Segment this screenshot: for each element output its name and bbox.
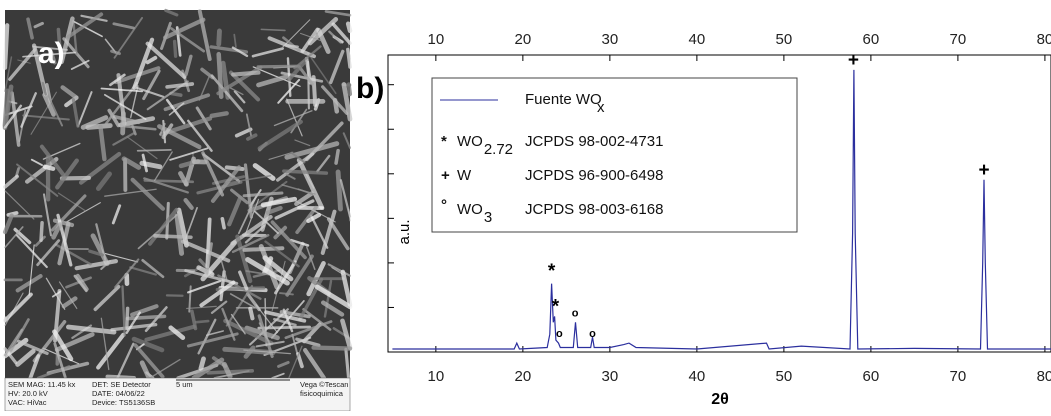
legend-subscript: x xyxy=(597,99,605,116)
legend-formula: WO xyxy=(457,133,483,150)
peak-marker: + xyxy=(978,160,989,181)
sem-crystal xyxy=(138,150,171,151)
sem-crystal xyxy=(45,167,53,169)
sem-crystal xyxy=(5,318,6,322)
peak-marker: * xyxy=(552,296,560,317)
peak-marker: o xyxy=(589,328,596,340)
sem-crystal xyxy=(222,219,224,228)
sem-crystal xyxy=(212,113,227,116)
x-tick-label-top: 60 xyxy=(863,31,880,48)
legend-formula: WO xyxy=(457,201,483,218)
sem-info-text: SEM MAG: 11.45 kx xyxy=(8,380,76,389)
sem-info-text: Device: TS5136SB xyxy=(92,398,155,407)
x-tick-label: 50 xyxy=(776,368,793,385)
sem-crystal xyxy=(233,73,258,75)
legend-ref: JCPDS 98-003-6168 xyxy=(525,201,663,218)
legend-symbol: + xyxy=(441,167,450,184)
sem-crystal xyxy=(336,151,338,163)
sem-info-text: DATE: 04/06/22 xyxy=(92,389,145,398)
legend-symbol: ° xyxy=(441,197,447,214)
legend-formula: W xyxy=(457,167,472,184)
peak-marker: + xyxy=(848,50,859,71)
sem-crystal xyxy=(258,66,298,67)
x-tick-label: 70 xyxy=(950,368,967,385)
x-tick-label: 80 xyxy=(1037,368,1051,385)
sem-crystal xyxy=(5,25,7,68)
legend-subscript: 2.72 xyxy=(484,141,513,158)
sem-crystal xyxy=(286,45,297,46)
sem-crystal xyxy=(127,316,164,318)
x-axis-label: 2θ xyxy=(711,391,729,408)
sem-crystal xyxy=(201,359,204,369)
sem-crystal xyxy=(261,29,285,30)
legend-subscript: 3 xyxy=(484,209,492,226)
legend-label: Fuente WO xyxy=(525,91,602,108)
peak-marker: * xyxy=(548,261,556,282)
sem-crystal xyxy=(284,171,327,173)
x-tick-label: 40 xyxy=(689,368,706,385)
sem-info-text: Vega ©Tescan xyxy=(300,380,348,389)
legend-ref: JCPDS 98-002-4731 xyxy=(525,133,663,150)
x-tick-label: 60 xyxy=(863,368,880,385)
x-tick-label-top: 70 xyxy=(950,31,967,48)
x-tick-label: 20 xyxy=(515,368,532,385)
sem-crystal xyxy=(348,49,350,67)
panel-label: a) xyxy=(38,37,65,70)
x-tick-label: 10 xyxy=(428,368,445,385)
sem-crystal xyxy=(175,41,176,56)
sem-crystal xyxy=(123,114,124,133)
sem-crystal xyxy=(349,84,350,94)
peak-marker: o xyxy=(556,328,563,340)
y-axis-label: a.u. xyxy=(396,219,413,244)
panel-label: b) xyxy=(356,72,384,105)
sem-info-text: DET: SE Detector xyxy=(92,380,151,389)
sem-info-text: VAC: HiVac xyxy=(8,398,47,407)
sem-crystal xyxy=(250,309,252,319)
sem-crystal xyxy=(348,24,350,31)
x-tick-label-top: 40 xyxy=(689,31,706,48)
sem-crystal xyxy=(280,293,293,294)
x-tick-label-top: 30 xyxy=(602,31,619,48)
x-tick-label-top: 80 xyxy=(1037,31,1051,48)
sem-crystal xyxy=(127,308,128,328)
x-tick-label-top: 50 xyxy=(776,31,793,48)
peak-marker: o xyxy=(572,307,579,319)
sem-crystal xyxy=(41,223,42,240)
sem-crystal xyxy=(338,172,340,209)
sem-info-text: 5 um xyxy=(176,380,193,389)
sem-crystal xyxy=(314,348,350,349)
sem-info-text: fisicoquimica xyxy=(300,389,344,398)
legend-symbol: * xyxy=(441,133,447,150)
x-tick-label-top: 10 xyxy=(428,31,445,48)
sem-crystal xyxy=(196,321,208,322)
legend-ref: JCPDS 96-900-6498 xyxy=(525,167,663,184)
x-tick-label-top: 20 xyxy=(515,31,532,48)
sem-info-text: HV: 20.0 kV xyxy=(8,389,48,398)
x-tick-label: 30 xyxy=(602,368,619,385)
sem-crystal xyxy=(171,93,181,95)
sem-crystal xyxy=(219,31,220,44)
